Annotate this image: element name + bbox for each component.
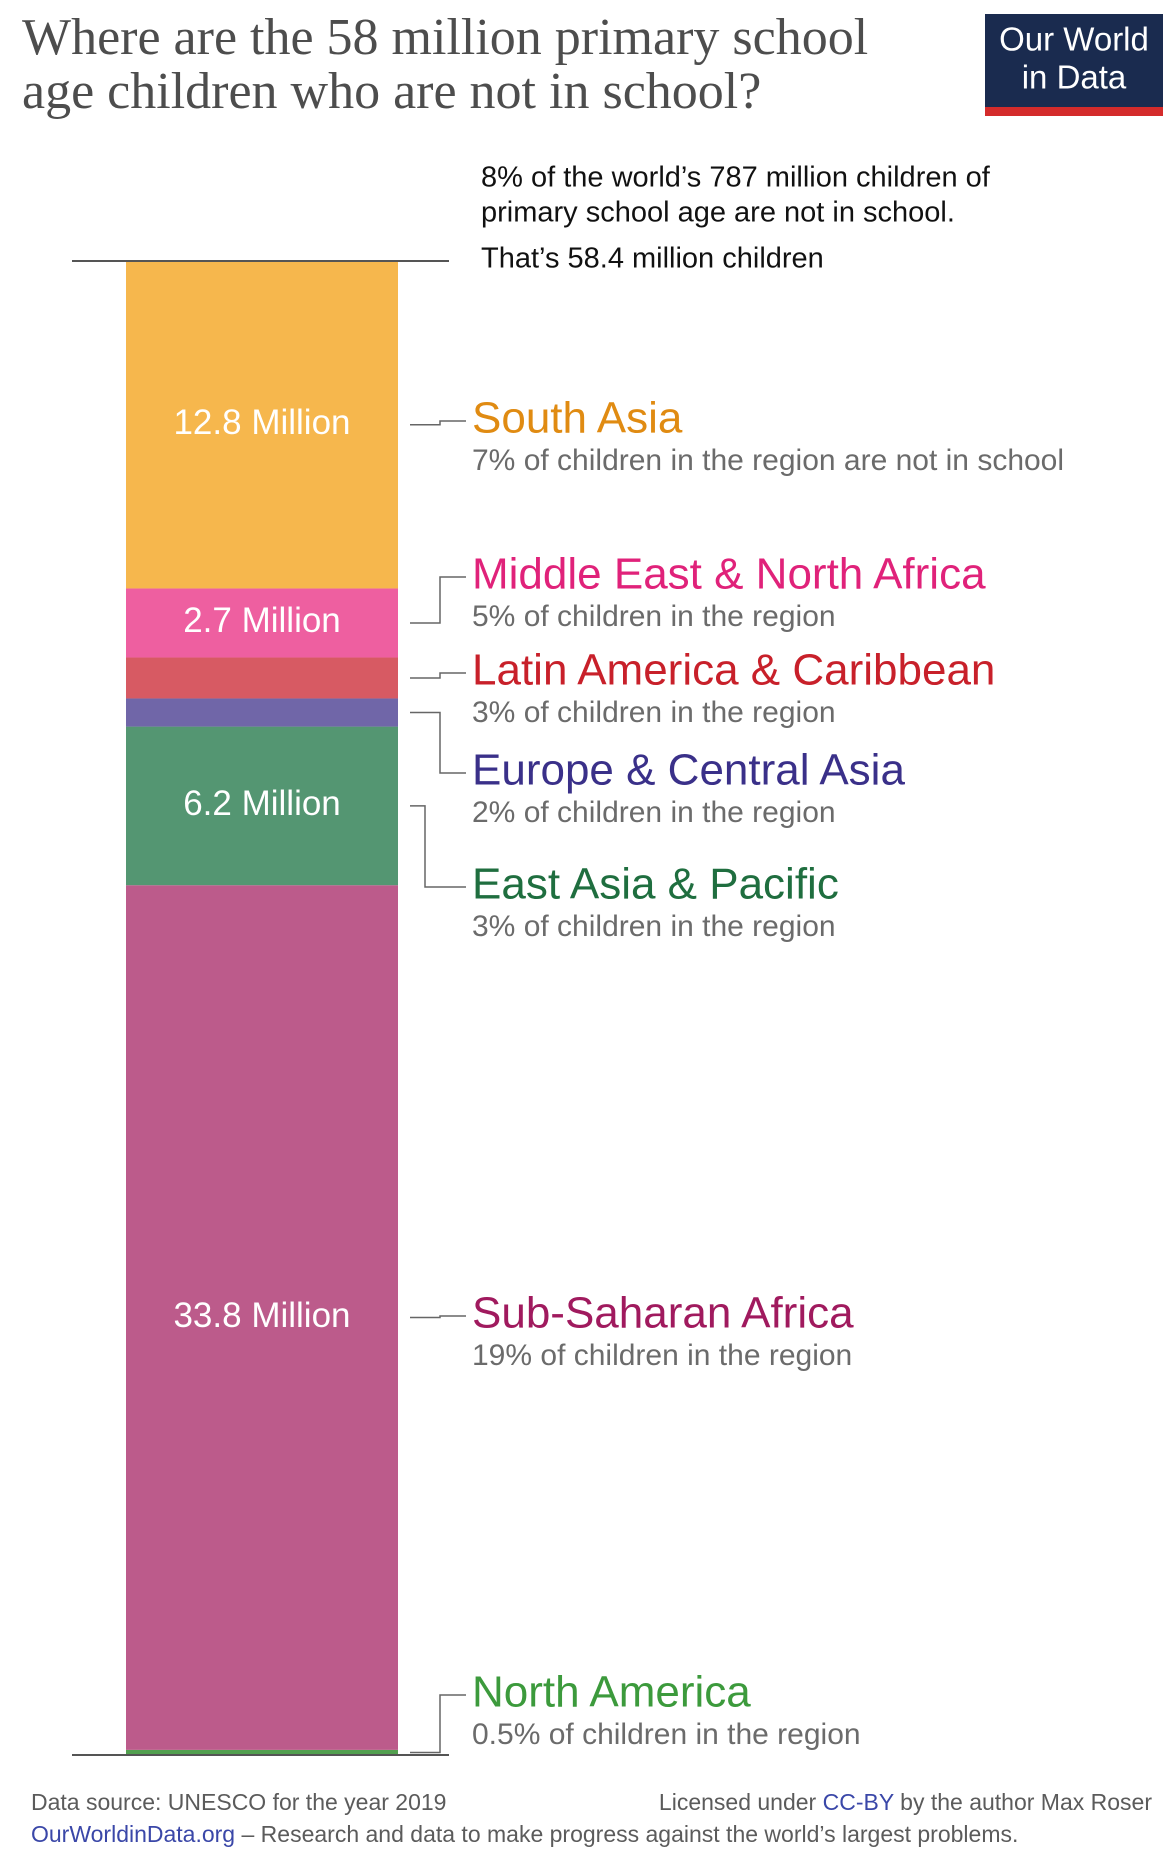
region-note: 5% of children in the region bbox=[472, 600, 836, 633]
region-note: 7% of children in the region are not in … bbox=[472, 444, 1064, 477]
region-note: 19% of children in the region bbox=[472, 1339, 852, 1372]
value-label: 2.7 Million bbox=[183, 601, 341, 640]
connector bbox=[410, 672, 466, 679]
annotation: primary school age are not in school. bbox=[481, 197, 955, 229]
bar-segment bbox=[126, 657, 398, 699]
logo-box bbox=[985, 14, 1163, 110]
region-note: 3% of children in the region bbox=[472, 696, 836, 729]
license: Licensed under CC-BY by the author Max R… bbox=[659, 1789, 1152, 1815]
bar-segment bbox=[126, 261, 398, 589]
connector bbox=[410, 805, 466, 888]
site-link[interactable]: OurWorldinData.org bbox=[31, 1821, 235, 1847]
logo-bar bbox=[985, 107, 1163, 116]
tagline: – Research and data to make progress aga… bbox=[242, 1821, 1019, 1847]
region-name: South Asia bbox=[472, 394, 683, 443]
bar-segment bbox=[126, 726, 398, 886]
connector bbox=[410, 420, 466, 426]
title: age children who are not in school? bbox=[22, 63, 761, 120]
logo-text: in Data bbox=[1022, 59, 1127, 96]
bar-segment bbox=[126, 698, 398, 727]
license-link[interactable]: CC-BY bbox=[823, 1789, 894, 1815]
annotation: That’s 58.4 million children bbox=[481, 243, 824, 275]
logo-text: Our World bbox=[999, 21, 1149, 58]
value-label: 12.8 Million bbox=[173, 403, 350, 442]
bar-segment bbox=[126, 588, 398, 658]
region-note: 3% of children in the region bbox=[472, 910, 836, 943]
annotation: 8% of the world’s 787 million children o… bbox=[481, 162, 991, 194]
footer-line: OurWorldinData.org – Research and data t… bbox=[31, 1821, 1018, 1847]
region-name: East Asia & Pacific bbox=[472, 860, 839, 909]
bar-segment bbox=[126, 885, 398, 1750]
license-text: by the author Max Roser bbox=[900, 1789, 1152, 1815]
region-note: 0.5% of children in the region bbox=[472, 1718, 861, 1751]
connector bbox=[410, 1315, 466, 1319]
value-label: 33.8 Million bbox=[173, 1296, 350, 1335]
title: Where are the 58 million primary school bbox=[22, 9, 868, 66]
region-name: Europe & Central Asia bbox=[472, 746, 905, 795]
license-text: Licensed under bbox=[659, 1789, 817, 1815]
value-label: 6.2 Million bbox=[183, 784, 341, 823]
connector bbox=[410, 1694, 466, 1754]
region-name: Middle East & North Africa bbox=[472, 550, 986, 599]
source: Data source: UNESCO for the year 2019 bbox=[31, 1789, 446, 1815]
connector bbox=[410, 711, 466, 774]
connector bbox=[410, 576, 466, 624]
region-name: Sub-Saharan Africa bbox=[472, 1289, 854, 1338]
bar-segment bbox=[126, 1749, 398, 1755]
region-name: Latin America & Caribbean bbox=[472, 646, 995, 695]
region-note: 2% of children in the region bbox=[472, 796, 836, 829]
region-name: North America bbox=[472, 1668, 751, 1717]
